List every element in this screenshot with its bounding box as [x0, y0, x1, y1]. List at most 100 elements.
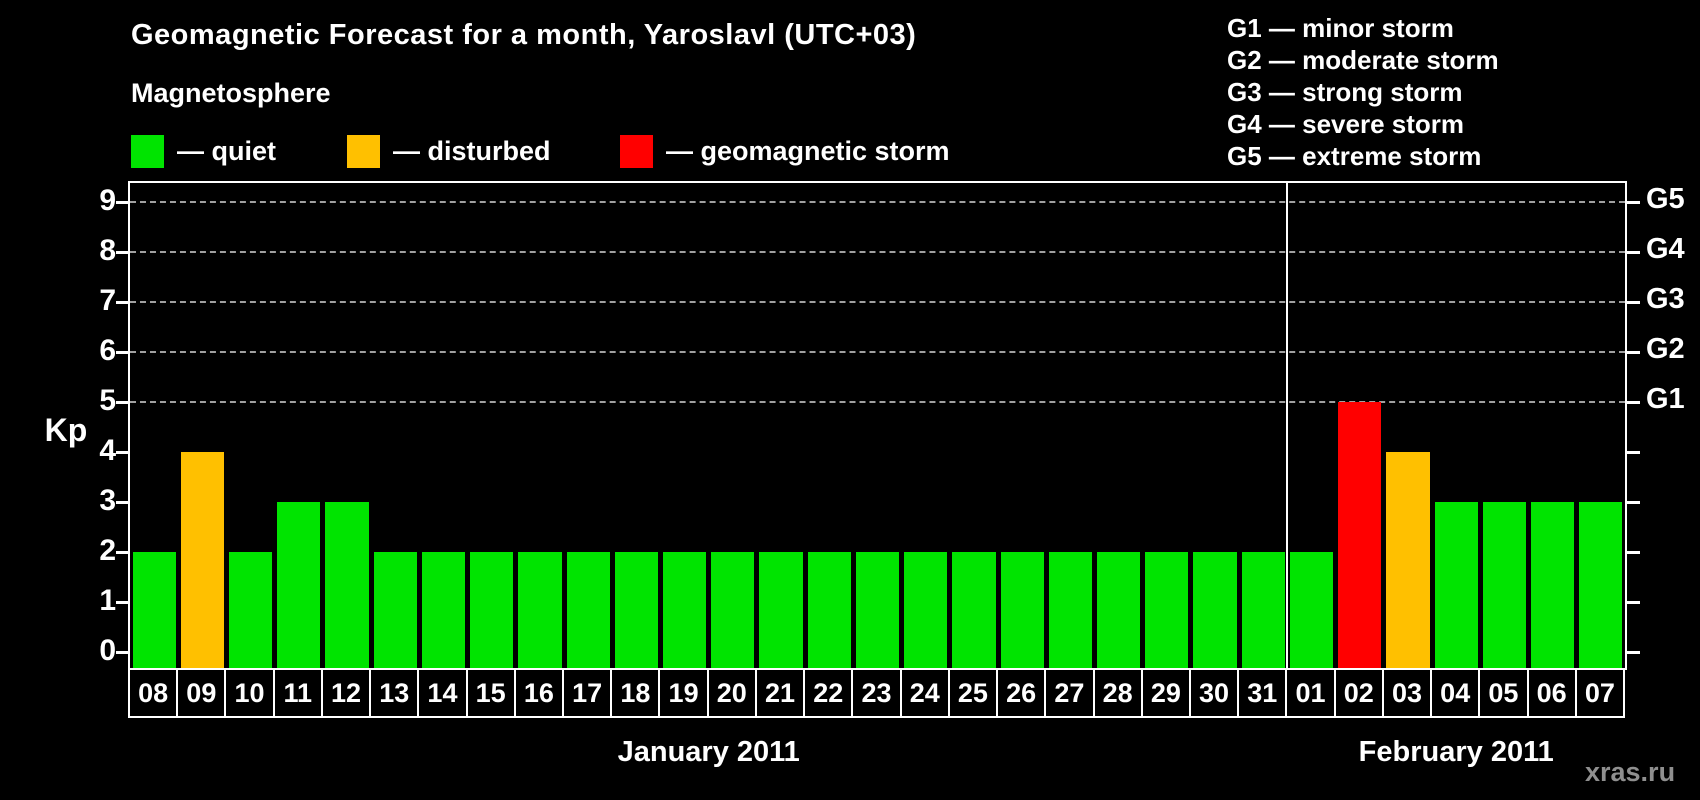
day-label-19: 19 — [658, 668, 709, 718]
day-label-10: 10 — [224, 668, 275, 718]
grid-line-kp5 — [130, 401, 1625, 403]
g-legend-line: G2 — moderate storm — [1227, 45, 1499, 75]
y-tick-left-2 — [116, 551, 128, 554]
y-tick-label-8: 8 — [99, 234, 116, 267]
day-label-25: 25 — [947, 668, 999, 718]
y-tick-label-1: 1 — [99, 584, 116, 617]
bar-day-05 — [1482, 502, 1527, 668]
g-legend-line: G5 — extreme storm — [1227, 141, 1482, 171]
y-tick-right-1 — [1627, 601, 1640, 604]
legend-swatch-storm-icon — [620, 134, 653, 168]
y-tick-left-8 — [116, 251, 128, 254]
day-label-14: 14 — [417, 668, 468, 718]
y-axis-label: Kp — [44, 412, 88, 448]
y-tick-label-7: 7 — [99, 284, 116, 317]
day-label-05: 05 — [1478, 668, 1529, 718]
y-tick-label-0: 0 — [99, 634, 116, 667]
bar-day-26 — [1000, 552, 1044, 668]
bar-day-20 — [711, 552, 755, 668]
bar-day-27 — [1048, 552, 1092, 668]
y-tick-left-0 — [116, 651, 128, 654]
magnetosphere-label: Magnetosphere — [131, 78, 331, 108]
bar-day-30 — [1193, 552, 1237, 668]
bar-day-02 — [1338, 402, 1382, 668]
bar-day-06 — [1531, 502, 1575, 668]
bar-day-03 — [1386, 452, 1430, 668]
grid-line-kp7 — [130, 301, 1625, 303]
day-label-02: 02 — [1333, 668, 1384, 718]
y-tick-right-4 — [1627, 451, 1640, 454]
y-tick-right-7 — [1627, 301, 1640, 304]
bar-day-11 — [277, 502, 321, 668]
plot-area — [128, 181, 1627, 670]
bar-day-15 — [470, 552, 514, 668]
bar-day-29 — [1145, 552, 1189, 668]
day-label-21: 21 — [754, 668, 806, 718]
grid-line-kp6 — [130, 351, 1625, 353]
bar-day-23 — [855, 552, 900, 668]
day-label-16: 16 — [513, 668, 565, 718]
grid-line-kp9 — [130, 201, 1625, 203]
y-tick-label-3: 3 — [99, 484, 116, 517]
bar-day-17 — [566, 552, 610, 668]
bar-day-10 — [228, 552, 273, 668]
y-tick-right-8 — [1627, 251, 1640, 254]
y-tick-right-3 — [1627, 501, 1640, 504]
bar-day-13 — [373, 552, 417, 668]
g-scale-legend: G1 — minor storm G2 — moderate storm G3 — … — [1227, 12, 1499, 172]
day-label-01: 01 — [1285, 668, 1336, 718]
day-label-17: 17 — [562, 668, 613, 718]
day-label-26: 26 — [996, 668, 1047, 718]
g-legend-line: G4 — severe storm — [1227, 109, 1465, 139]
day-label-08: 08 — [128, 668, 179, 718]
y-tick-label-2: 2 — [99, 534, 116, 567]
bar-day-24 — [904, 552, 948, 668]
bar-day-09 — [180, 452, 224, 668]
g-legend-line: G3 — strong storm — [1227, 77, 1463, 107]
bar-day-31 — [1241, 552, 1285, 668]
legend-label-quiet: — quiet — [177, 135, 276, 166]
y-tick-left-4 — [116, 451, 128, 454]
bar-day-01 — [1289, 552, 1334, 668]
y-tick-left-5 — [116, 401, 128, 404]
day-label-09: 09 — [176, 668, 227, 718]
g-legend-line: G1 — minor storm — [1227, 13, 1454, 43]
bar-day-22 — [807, 552, 851, 668]
bar-day-19 — [662, 552, 707, 668]
bar-day-16 — [518, 552, 562, 668]
day-label-13: 13 — [369, 668, 420, 718]
y-tick-label-6: 6 — [99, 334, 116, 367]
legend-label-disturbed: — disturbed — [393, 135, 551, 166]
bar-day-07 — [1579, 502, 1623, 668]
bar-day-18 — [614, 552, 658, 668]
bar-day-28 — [1097, 552, 1141, 668]
day-label-07: 07 — [1574, 668, 1625, 718]
watermark: xras.ru — [1585, 757, 1676, 787]
y-tick-right-5 — [1627, 401, 1640, 404]
day-label-18: 18 — [610, 668, 661, 718]
y-tick-label-4: 4 — [99, 434, 116, 467]
month-label-january: January 2011 — [617, 736, 800, 768]
y-tick-left-1 — [116, 601, 128, 604]
day-label-15: 15 — [465, 668, 516, 718]
day-label-06: 06 — [1526, 668, 1577, 718]
month-label-february: February 2011 — [1358, 736, 1554, 768]
g-scale-label-g2: G2 — [1646, 333, 1685, 365]
day-label-03: 03 — [1381, 668, 1433, 718]
day-label-28: 28 — [1092, 668, 1143, 718]
legend-label-storm: — geomagnetic storm — [666, 135, 950, 166]
day-label-22: 22 — [803, 668, 854, 718]
bar-day-12 — [325, 502, 369, 668]
bar-day-14 — [421, 552, 466, 668]
grid-line-kp8 — [130, 251, 1625, 253]
legend-item-storm: — geomagnetic storm — [620, 130, 950, 172]
bar-day-25 — [952, 552, 996, 668]
g-scale-label-g3: G3 — [1646, 283, 1685, 315]
legend-swatch-quiet-icon — [131, 134, 164, 168]
y-tick-left-9 — [116, 201, 128, 204]
day-label-12: 12 — [320, 668, 372, 718]
y-tick-label-9: 9 — [99, 184, 116, 217]
month-separator-line — [1286, 183, 1289, 668]
legend-item-quiet: — quiet — [131, 130, 276, 172]
day-label-27: 27 — [1044, 668, 1095, 718]
